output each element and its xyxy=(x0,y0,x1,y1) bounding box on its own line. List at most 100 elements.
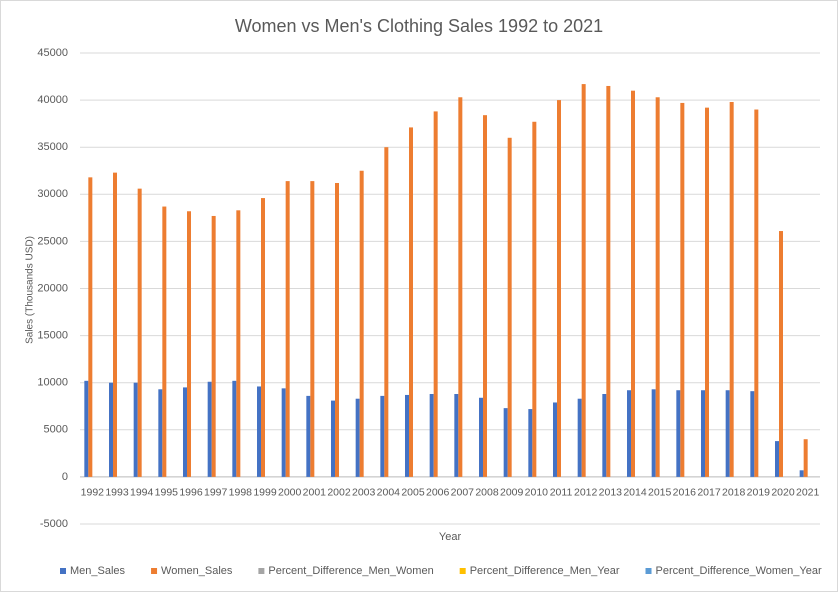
y-tick-label: 10000 xyxy=(37,377,68,389)
bar xyxy=(433,111,438,477)
x-tick-label: 2017 xyxy=(697,487,721,499)
x-tick-label: 2014 xyxy=(623,487,647,499)
y-tick-label: 25000 xyxy=(37,235,68,247)
bar xyxy=(532,121,537,477)
y-tick-label: 20000 xyxy=(37,282,68,294)
bar xyxy=(359,170,364,477)
x-tick-label: 1995 xyxy=(155,487,179,499)
bar xyxy=(137,188,142,477)
x-tick-label: 2016 xyxy=(673,487,697,499)
x-tick-label: 1996 xyxy=(179,487,203,499)
bar xyxy=(631,90,635,477)
x-tick-label: 2021 xyxy=(796,487,820,499)
x-tick-label: 2008 xyxy=(475,487,499,499)
legend-swatch xyxy=(459,568,466,574)
x-tick-label: 1994 xyxy=(130,487,154,499)
bar xyxy=(458,97,463,477)
bar xyxy=(680,102,685,477)
x-tick-label: 2010 xyxy=(525,487,549,499)
bar xyxy=(454,394,459,477)
legend-swatch xyxy=(60,568,66,574)
bar xyxy=(113,172,117,477)
y-tick-label: 35000 xyxy=(37,141,68,153)
legend-swatch xyxy=(645,568,652,574)
bar xyxy=(701,390,705,477)
bar xyxy=(503,408,508,477)
x-tick-label: 1993 xyxy=(105,487,129,499)
y-tick-label: 40000 xyxy=(37,94,68,106)
x-tick-label: 1997 xyxy=(204,487,228,499)
x-tick-label: 2007 xyxy=(451,487,475,499)
bar xyxy=(335,182,339,477)
bar xyxy=(183,387,187,477)
x-tick-label: 2003 xyxy=(352,487,376,499)
x-tick-label: 2004 xyxy=(377,487,401,499)
y-tick-label: 30000 xyxy=(37,188,68,200)
bar xyxy=(528,409,533,477)
bar xyxy=(162,206,167,477)
x-tick-label: 1998 xyxy=(229,487,253,499)
bar xyxy=(380,395,385,477)
legend-label: Men_Sales xyxy=(70,565,126,577)
bar xyxy=(331,400,335,477)
legend-label: Women_Sales xyxy=(161,565,233,577)
x-tick-label: 2020 xyxy=(771,487,795,499)
legend-label: Percent_Difference_Men_Year xyxy=(470,565,620,577)
bar xyxy=(606,85,611,477)
bar xyxy=(84,380,89,477)
bar xyxy=(750,391,755,477)
x-tick-label: 2011 xyxy=(550,487,573,499)
x-axis-title: Year xyxy=(439,531,462,543)
y-tick-label: -5000 xyxy=(40,518,68,530)
bar xyxy=(109,382,113,477)
y-tick-label: 15000 xyxy=(37,330,68,342)
bar xyxy=(803,439,808,477)
bar xyxy=(479,397,483,477)
bar xyxy=(602,394,607,477)
bar xyxy=(405,394,409,477)
bar xyxy=(557,100,561,477)
bar xyxy=(261,198,265,477)
x-tick-label: 2019 xyxy=(747,487,771,499)
bar xyxy=(207,381,212,477)
legend-label: Percent_Difference_Women_Year xyxy=(656,565,822,577)
y-tick-label: 45000 xyxy=(37,47,68,59)
bar xyxy=(651,389,656,477)
bar xyxy=(507,137,512,477)
x-tick-label: 2005 xyxy=(401,487,425,499)
bar xyxy=(285,181,290,477)
y-axis-title: Sales (Thousands USD) xyxy=(25,236,36,344)
bar xyxy=(384,147,389,477)
bar xyxy=(211,215,216,477)
x-tick-label: 2015 xyxy=(648,487,672,499)
bar xyxy=(88,177,93,477)
x-tick-label: 2018 xyxy=(722,487,746,499)
bar xyxy=(729,101,734,477)
bar xyxy=(627,390,631,477)
x-tick-label: 1999 xyxy=(253,487,277,499)
bar xyxy=(553,402,557,477)
y-tick-label: 5000 xyxy=(44,424,68,436)
bar xyxy=(483,115,487,477)
bar xyxy=(232,380,237,477)
bar xyxy=(779,231,783,477)
x-tick-label: 2009 xyxy=(500,487,524,499)
bar xyxy=(581,84,586,477)
x-tick-label: 2012 xyxy=(574,487,598,499)
bar xyxy=(133,382,138,477)
bar xyxy=(754,109,759,477)
bar xyxy=(355,398,360,477)
bar xyxy=(655,97,660,477)
bar xyxy=(799,470,804,477)
bar xyxy=(236,210,241,477)
bar xyxy=(725,390,730,477)
bar xyxy=(257,386,261,477)
bar xyxy=(158,389,163,477)
legend-swatch xyxy=(151,568,158,574)
bar xyxy=(577,398,582,477)
bar xyxy=(429,394,434,477)
x-tick-label: 2006 xyxy=(426,487,450,499)
y-tick-label: 0 xyxy=(62,471,68,483)
